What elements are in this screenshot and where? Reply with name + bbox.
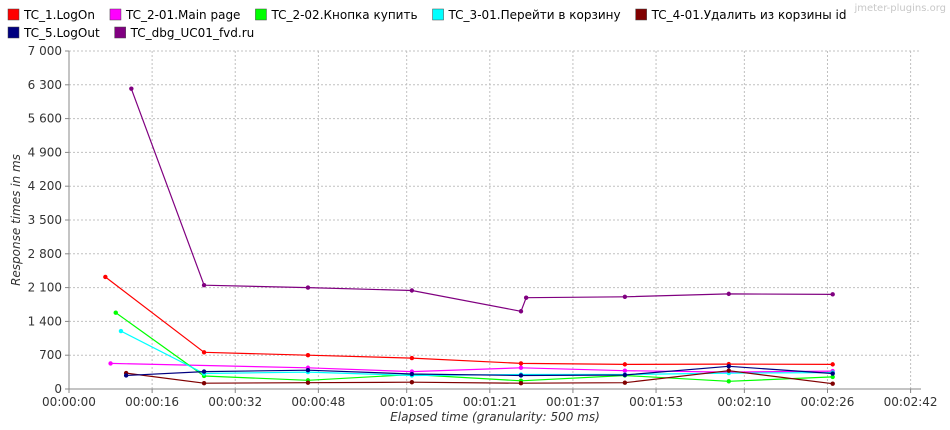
data-point: [622, 368, 628, 373]
data-point: [201, 381, 207, 386]
legend-label: TC_4-01.Удалить из корзины id: [651, 8, 847, 22]
gridlines: [69, 50, 921, 389]
legend-item: TC_3-01.Перейти в корзину: [432, 8, 621, 22]
data-point: [622, 294, 628, 299]
data-point: [409, 371, 415, 377]
watermark-text: jmeter-plugins.org: [853, 3, 946, 14]
legend-label: TC_2-02.Кнопка купить: [270, 8, 417, 22]
data-point: [726, 364, 731, 369]
data-point: [113, 310, 118, 315]
data-point: [518, 365, 524, 370]
data-point: [201, 369, 207, 374]
data-point: [305, 380, 311, 385]
data-point: [726, 379, 731, 384]
legend-swatch: [7, 26, 20, 39]
legend-swatch: [255, 8, 267, 21]
legend-label: TC_1.LogOn: [23, 8, 95, 22]
legend-label: TC_2-01.Main page: [125, 8, 241, 22]
legend-item: TC_2-02.Кнопка купить: [255, 8, 418, 22]
series-line: [126, 365, 833, 377]
data-point: [830, 381, 835, 386]
x-tick-label: 00:00:32: [208, 395, 262, 409]
y-axis-title: Response times in ms: [9, 154, 23, 286]
data-point: [830, 374, 835, 380]
data-point: [409, 380, 415, 385]
x-tick-label: 00:01:37: [546, 395, 600, 409]
data-point: [622, 362, 628, 367]
x-tick-label: 00:00:48: [291, 395, 345, 409]
y-tick-label: 1 400: [28, 314, 62, 328]
legend-item: TC_5.LogOut: [7, 26, 100, 40]
x-tick-label: 00:02:42: [884, 395, 938, 409]
x-tick-label: 00:01:53: [629, 395, 683, 409]
data-point: [518, 361, 524, 366]
series-TC_dbg_UC01_fvd.ru: [129, 86, 835, 314]
data-point: [108, 361, 113, 366]
legend-swatch: [7, 8, 20, 21]
y-tick-label: 4 200: [28, 179, 62, 193]
legend: TC_1.LogOn TC_2-01.Main page TC_2-02.Кнопк…: [7, 8, 847, 40]
y-tick-label: 5 600: [28, 112, 62, 126]
series-TC_4-01.Удалить из корзины id: [123, 368, 835, 386]
data-point: [201, 282, 207, 288]
y-tick-label: 2 800: [28, 247, 62, 261]
legend-label: TC_3-01.Перейти в корзину: [448, 8, 621, 22]
x-tick-label: 00:02:26: [801, 395, 855, 409]
legend-item: TC_4-01.Удалить из корзины id: [635, 8, 847, 22]
y-tick-label: 0: [54, 382, 62, 396]
data-point: [830, 371, 835, 376]
x-tick-label: 00:01:21: [463, 395, 517, 409]
data-point: [523, 295, 529, 300]
y-tick-label: 700: [39, 348, 62, 362]
x-tick-label: 00:00:00: [42, 395, 96, 409]
data-point: [129, 86, 134, 91]
y-tick-label: 4 900: [28, 145, 62, 159]
data-point: [830, 292, 835, 297]
series-line: [126, 370, 833, 385]
data-point: [409, 355, 415, 361]
data-point: [622, 372, 628, 378]
data-point: [830, 362, 835, 367]
x-tick-label: 00:01:05: [380, 395, 434, 409]
data-point: [123, 373, 129, 378]
data-point: [518, 381, 524, 386]
legend-item: TC_2-01.Main page: [109, 8, 241, 22]
data-point: [518, 309, 524, 314]
y-tick-label: 2 100: [28, 281, 62, 295]
legend-item: TC_1.LogOn: [7, 8, 95, 22]
y-tick-label: 3 500: [28, 213, 62, 227]
data-point: [305, 353, 311, 358]
data-point: [201, 350, 207, 355]
x-tick-label: 00:02:10: [717, 395, 771, 409]
data-point: [305, 367, 311, 373]
data-point: [409, 288, 415, 293]
legend-swatch: [114, 26, 126, 39]
legend-label: TC_5.LogOut: [23, 26, 100, 40]
data-point: [305, 285, 311, 290]
data-point: [518, 373, 524, 378]
legend-swatch: [635, 8, 647, 21]
y-tick-label: 6 300: [28, 78, 62, 92]
legend-swatch: [109, 8, 122, 21]
legend-swatch: [432, 8, 444, 21]
data-point: [103, 274, 108, 280]
series-TC_5.LogOut: [123, 364, 835, 378]
data-point: [622, 380, 628, 385]
series-line: [115, 312, 833, 382]
data-point: [726, 368, 731, 373]
legend-label: TC_dbg_UC01_fvd.ru: [130, 26, 255, 40]
data-point: [118, 328, 124, 334]
data-point: [726, 291, 731, 297]
series-line: [105, 276, 833, 366]
series-TC_1.LogOn: [103, 274, 835, 367]
legend-item: TC_dbg_UC01_fvd.ru: [114, 26, 255, 40]
y-tick-label: 7 000: [28, 44, 62, 58]
x-tick-label: 00:00:16: [125, 395, 179, 409]
x-axis-title: Elapsed time (granularity: 500 ms): [390, 410, 600, 424]
